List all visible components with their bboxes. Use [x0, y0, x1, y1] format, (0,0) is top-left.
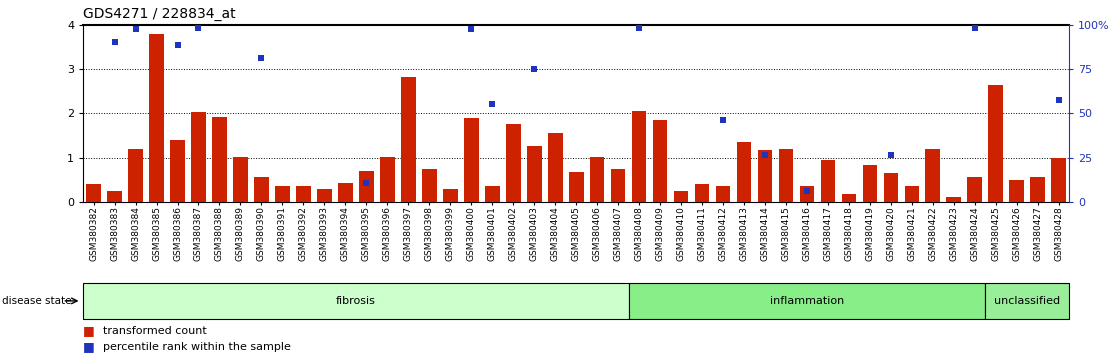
- Bar: [1009, 180, 1024, 202]
- Bar: [422, 169, 437, 202]
- Text: unclassified: unclassified: [994, 296, 1060, 306]
- Bar: [83, 283, 628, 319]
- Bar: [1051, 158, 1066, 202]
- Bar: [212, 117, 227, 202]
- Bar: [547, 133, 563, 202]
- Bar: [233, 156, 248, 202]
- Bar: [296, 186, 310, 202]
- Bar: [946, 198, 961, 202]
- Bar: [925, 149, 941, 202]
- Bar: [628, 283, 985, 319]
- Bar: [86, 184, 101, 202]
- Text: GDS4271 / 228834_at: GDS4271 / 228834_at: [83, 7, 236, 21]
- Bar: [653, 120, 667, 202]
- Text: percentile rank within the sample: percentile rank within the sample: [103, 342, 291, 352]
- Bar: [359, 171, 373, 202]
- Bar: [129, 149, 143, 202]
- Bar: [758, 149, 772, 202]
- Bar: [716, 186, 730, 202]
- Bar: [988, 85, 1003, 202]
- Bar: [821, 160, 835, 202]
- Bar: [527, 147, 542, 202]
- Bar: [380, 156, 394, 202]
- Text: fibrosis: fibrosis: [336, 296, 376, 306]
- Bar: [1030, 177, 1045, 202]
- Bar: [779, 149, 793, 202]
- Bar: [904, 186, 920, 202]
- Bar: [842, 194, 856, 202]
- Bar: [695, 184, 709, 202]
- Bar: [800, 186, 814, 202]
- Text: ■: ■: [83, 325, 95, 337]
- Bar: [568, 172, 584, 202]
- Bar: [107, 191, 122, 202]
- Text: inflammation: inflammation: [770, 296, 844, 306]
- Text: ■: ■: [83, 341, 95, 353]
- Bar: [192, 113, 206, 202]
- Bar: [485, 186, 500, 202]
- Bar: [611, 169, 625, 202]
- Bar: [862, 166, 878, 202]
- Bar: [506, 124, 521, 202]
- Bar: [737, 142, 751, 202]
- Bar: [464, 118, 479, 202]
- Bar: [883, 173, 899, 202]
- Bar: [632, 111, 646, 202]
- Bar: [275, 186, 290, 202]
- Bar: [401, 77, 416, 202]
- Bar: [674, 191, 688, 202]
- Bar: [985, 283, 1069, 319]
- Bar: [589, 156, 605, 202]
- Text: transformed count: transformed count: [103, 326, 207, 336]
- Bar: [443, 188, 458, 202]
- Bar: [317, 188, 331, 202]
- Bar: [150, 34, 164, 202]
- Bar: [171, 140, 185, 202]
- Bar: [967, 177, 982, 202]
- Text: disease state: disease state: [2, 296, 72, 306]
- Bar: [338, 183, 352, 202]
- Bar: [254, 177, 269, 202]
